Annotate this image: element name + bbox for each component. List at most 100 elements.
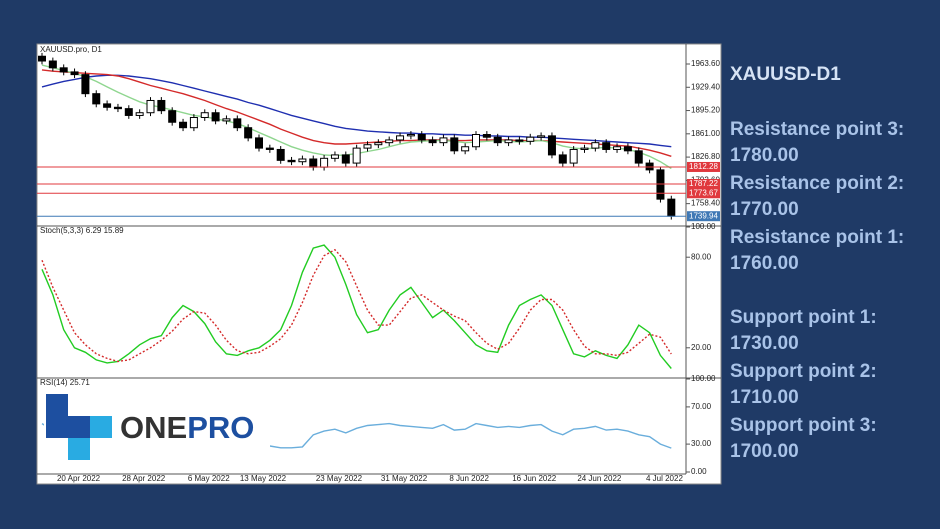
price-label: 1773.67 <box>689 188 718 197</box>
y-tick-label: 30.00 <box>691 439 712 448</box>
chart-title: Stoch(5,3,3) 6.29 15.89 <box>40 226 124 235</box>
candle-body <box>298 158 307 163</box>
logo-square <box>68 438 90 460</box>
x-tick-label: 4 Jul 2022 <box>646 474 683 483</box>
candle-body <box>200 112 209 118</box>
candle-body <box>547 135 556 156</box>
candle-body <box>103 103 112 108</box>
logo-square <box>46 416 68 438</box>
price-label: 1812.28 <box>689 162 718 171</box>
logo-part: PRO <box>187 410 254 445</box>
y-tick-label: 1929.40 <box>691 82 720 91</box>
candle-body <box>168 110 177 123</box>
logo-square <box>46 394 68 416</box>
candle-body <box>439 137 448 144</box>
series-line <box>41 69 672 157</box>
logo-part: ONE <box>120 410 187 445</box>
candle-body <box>320 157 329 168</box>
candle-body <box>309 158 318 168</box>
x-tick-label: 6 May 2022 <box>188 474 230 483</box>
price-label-bg <box>687 161 720 172</box>
y-tick-label: 1963.60 <box>691 59 720 68</box>
candle-body <box>48 60 57 69</box>
level-label: Support point 2: <box>730 361 877 382</box>
y-tick-label: 1826.80 <box>691 152 720 161</box>
candle-body <box>341 154 350 164</box>
series-line <box>41 74 672 148</box>
candle-body <box>396 135 405 141</box>
candle-body <box>406 134 415 137</box>
x-tick-label: 24 Jun 2022 <box>577 474 622 483</box>
candle-body <box>602 142 611 150</box>
candle-body <box>287 159 296 163</box>
candle-body <box>124 108 133 116</box>
candle-body <box>135 112 144 116</box>
candle-body <box>591 142 600 149</box>
price-label-bg <box>687 179 720 190</box>
x-tick-label: 31 May 2022 <box>381 474 428 483</box>
level-value: 1730.00 <box>730 333 799 354</box>
candle-body <box>537 135 546 138</box>
candle-body <box>558 154 567 164</box>
y-tick-label: 100.00 <box>691 374 716 383</box>
chart-title: XAUUSD.pro, D1 <box>40 45 102 54</box>
candle-body <box>634 150 643 164</box>
candle-body <box>255 137 263 149</box>
logo: ONEPRO <box>44 392 270 464</box>
level-value: 1770.00 <box>730 199 799 220</box>
candle-body <box>157 99 166 112</box>
candle-body <box>146 99 155 114</box>
candle-body <box>526 136 535 142</box>
candle-body <box>265 147 274 150</box>
candle-body <box>352 147 361 164</box>
candle-body <box>482 134 491 138</box>
candle-body <box>189 116 198 129</box>
candle-body <box>461 146 470 152</box>
series-line <box>41 248 672 363</box>
level-label: Resistance point 2: <box>730 173 904 194</box>
side-title: XAUUSD-D1 <box>730 64 841 85</box>
candle-body <box>38 55 46 62</box>
candle-body <box>428 139 437 144</box>
level-value: 1760.00 <box>730 253 799 274</box>
candle-body <box>363 144 372 149</box>
y-tick-label: 80.00 <box>691 252 712 261</box>
price-label: 1787.22 <box>689 179 718 188</box>
candle-body <box>330 154 339 159</box>
candle-body <box>504 139 513 144</box>
candle-body <box>450 137 459 152</box>
candle-body <box>580 147 589 150</box>
level-label: Resistance point 1: <box>730 227 904 248</box>
level-value: 1780.00 <box>730 145 799 166</box>
price-label-bg <box>687 211 720 222</box>
candle-body <box>92 93 101 105</box>
marks: 1963.601929.401895.201861.001826.801792.… <box>37 52 720 483</box>
price-label-bg <box>687 188 720 199</box>
y-tick-label: 1895.20 <box>691 106 720 115</box>
y-tick-label: 1758.40 <box>691 199 720 208</box>
candle-body <box>70 71 79 76</box>
candle-body <box>81 74 90 95</box>
candle-body <box>374 142 383 146</box>
candle-body <box>472 134 480 148</box>
y-tick-label: 1861.00 <box>691 129 720 138</box>
level-label: Support point 3: <box>730 415 877 436</box>
x-tick-label: 8 Jun 2022 <box>449 474 489 483</box>
logo-text: ONEPRO <box>120 410 254 445</box>
y-tick-label: 70.00 <box>691 402 712 411</box>
x-tick-label: 23 May 2022 <box>316 474 363 483</box>
candle-body <box>276 148 285 161</box>
candle-body <box>244 127 253 139</box>
series-line <box>41 244 672 369</box>
price-label: 1739.94 <box>689 211 718 220</box>
logo-square <box>90 416 112 438</box>
candle-body <box>515 139 524 142</box>
candle-body <box>613 146 622 150</box>
candle-body <box>179 121 188 129</box>
candle-body <box>222 118 231 122</box>
x-tick-label: 16 Jun 2022 <box>512 474 557 483</box>
candle-body <box>417 134 426 141</box>
x-tick-label: 13 May 2022 <box>240 474 287 483</box>
y-tick-label: 20.00 <box>691 343 712 352</box>
